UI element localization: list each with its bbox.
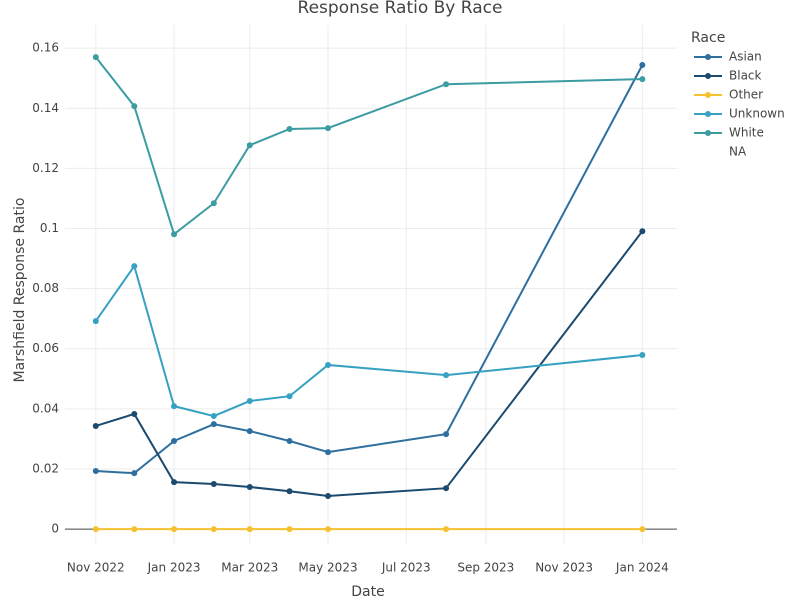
legend-label: Asian [729,50,762,64]
data-point [286,526,293,533]
legend-marker [705,92,711,98]
legend-marker [705,54,711,60]
data-point [92,422,99,429]
data-point [92,526,99,533]
data-point [286,438,293,444]
y-tick-label: 0 [51,522,59,536]
data-point [325,493,332,500]
y-tick-label: 0.08 [32,281,59,295]
data-point [171,403,178,410]
data-point [443,485,450,492]
series-line [95,56,643,236]
x-tick-label: Jul 2023 [381,561,431,575]
data-point [246,142,253,149]
x-tick-label: Nov 2023 [535,561,593,575]
data-point [246,483,253,490]
data-point [443,372,450,379]
data-point [325,526,332,533]
data-point [210,480,217,487]
data-point [246,428,253,435]
data-point [92,54,99,61]
data-point [210,526,217,533]
y-tick-label: 0.12 [32,161,59,175]
legend-marker [705,111,711,117]
x-tick-label: Mar 2023 [221,561,278,575]
x-axis-label: Date [351,584,384,600]
x-tick-label: Jan 2023 [147,561,201,575]
data-point [443,431,450,438]
data-point [443,81,450,88]
y-axis-label: Marshfield Response Ratio [12,198,28,383]
data-point [639,228,646,235]
y-tick-label: 0.14 [32,101,59,115]
data-point [131,263,138,270]
y-tick-label: 0.16 [32,41,59,55]
legend-label: NA [729,145,747,159]
y-tick-label: 0.06 [32,341,59,355]
y-tick-label: 0.02 [32,461,59,475]
data-point [246,526,253,533]
chart-title: Response Ratio By Race [298,0,503,18]
data-point [286,488,293,495]
data-point [92,468,99,475]
data-point [210,413,217,420]
data-point [210,200,217,207]
legend-label: Black [729,69,762,83]
data-point [92,318,99,325]
y-tick-label: 0.04 [32,401,59,415]
data-point [286,393,293,400]
series-line [95,64,644,475]
x-tick-label: Sep 2023 [457,561,514,575]
legend-marker [705,130,711,136]
x-tick-label: Nov 2022 [67,561,125,575]
data-point [443,526,450,533]
legend-label: White [729,126,764,140]
data-point [131,526,138,533]
data-point [131,470,138,477]
data-point [639,526,646,533]
data-point [639,352,646,359]
data-point [131,410,138,417]
data-point [171,479,178,486]
x-tick-label: Jan 2024 [615,561,669,575]
data-point [171,438,178,444]
x-tick-label: May 2023 [298,561,357,575]
data-point [325,125,332,132]
data-point [639,61,646,68]
data-point [325,449,332,456]
data-point [639,76,646,83]
legend-marker [705,73,711,79]
data-point [210,421,217,428]
data-point [131,103,138,110]
data-point [171,231,178,238]
data-point [246,398,253,405]
data-point [171,526,178,533]
legend-label: Unknown [729,107,785,121]
legend-title: Race [691,30,725,46]
data-point [325,361,332,368]
legend-label: Other [729,88,763,102]
y-tick-label: 0.1 [40,221,59,235]
data-point [286,126,293,132]
